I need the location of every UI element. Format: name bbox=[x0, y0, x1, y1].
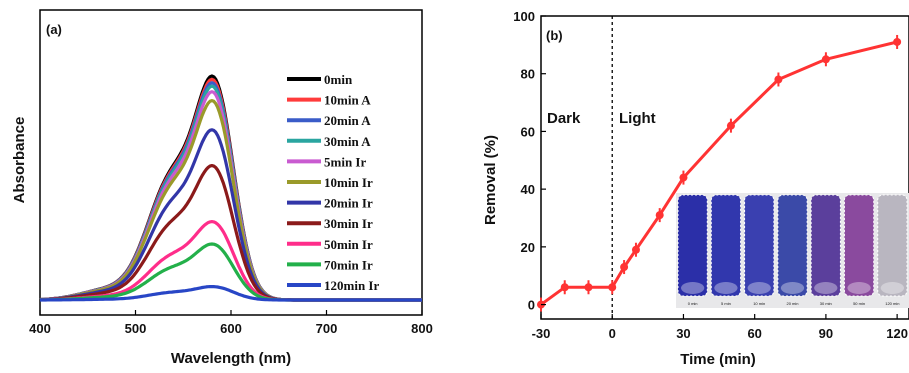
data-point-9 bbox=[774, 75, 783, 84]
x-tick-label-b-1: 0 bbox=[609, 326, 616, 341]
y-tick-label-b-0: 0 bbox=[528, 298, 535, 313]
legend-label-4: 5min Ir bbox=[324, 154, 366, 169]
legend-label-2: 20min A bbox=[324, 113, 371, 128]
y-tick-label-b-2: 40 bbox=[521, 182, 535, 197]
vial-label-4: 30 min bbox=[820, 301, 832, 306]
x-axis-label-b: Time (min) bbox=[680, 351, 756, 368]
data-point-2 bbox=[584, 283, 593, 292]
absorbance-series-group bbox=[39, 74, 422, 302]
vial-0 bbox=[677, 194, 708, 297]
y-tick-label-b-1: 20 bbox=[521, 240, 535, 255]
data-point-7 bbox=[679, 173, 688, 182]
vial-highlight-1 bbox=[714, 282, 738, 294]
dark-label: Dark bbox=[547, 110, 581, 127]
legend-label-10: 120min Ir bbox=[324, 278, 379, 293]
vial-label-6: 120 min bbox=[885, 301, 899, 306]
y-ticks-b: 0 20 40 60 80 100 bbox=[513, 9, 546, 313]
vial-5 bbox=[843, 194, 875, 297]
vial-highlight-6 bbox=[880, 282, 904, 294]
data-point-1 bbox=[560, 283, 569, 292]
vial-1 bbox=[710, 194, 742, 297]
x-axis-label-a: Wavelength (nm) bbox=[171, 350, 291, 367]
x-tick-label-b-4: 90 bbox=[819, 326, 833, 341]
x-tick-label-b-2: 30 bbox=[676, 326, 690, 341]
vial-6 bbox=[877, 194, 908, 297]
y-axis-label-b: Removal (%) bbox=[482, 135, 499, 225]
vial-label-3: 20 min bbox=[786, 301, 798, 306]
vial-label-0: 0 min bbox=[688, 301, 698, 306]
vial-highlight-3 bbox=[780, 282, 805, 294]
vial-photo-inset: 0 min 5 min 10 min 20 min 30 min 50 min 120 mi… bbox=[676, 193, 909, 308]
x-tick-label-a-1: 500 bbox=[125, 321, 147, 336]
removal-series-group bbox=[537, 34, 902, 312]
removal-chart: (b) Dark Light 0 min 5 min 10 min 20 min 30 … bbox=[482, 9, 909, 368]
data-point-10 bbox=[821, 55, 830, 64]
x-tick-label-b-0: -30 bbox=[532, 326, 551, 341]
panel-label-b: (b) bbox=[546, 28, 563, 43]
vial-label-2: 10 min bbox=[753, 301, 765, 306]
legend-label-8: 50min Ir bbox=[324, 237, 373, 252]
spectrum-line-10 bbox=[40, 285, 422, 302]
vial-highlight-4 bbox=[814, 282, 838, 294]
legend-label-0: 0min bbox=[324, 72, 353, 87]
x-ticks-a: 400 500 600 700 800 bbox=[29, 310, 433, 336]
x-tick-label-a-0: 400 bbox=[29, 321, 51, 336]
legend-label-3: 30min A bbox=[324, 134, 371, 149]
legend-label-6: 20min Ir bbox=[324, 196, 373, 211]
vial-label-5: 50 min bbox=[853, 301, 865, 306]
x-tick-label-a-2: 600 bbox=[220, 321, 242, 336]
data-point-3 bbox=[608, 283, 617, 292]
vial-highlight-2 bbox=[747, 282, 771, 294]
legend-label-9: 70min Ir bbox=[324, 257, 373, 272]
data-point-11 bbox=[893, 37, 902, 46]
x-tick-label-b-5: 120 bbox=[886, 326, 908, 341]
data-point-4 bbox=[620, 263, 629, 272]
vial-3 bbox=[777, 194, 808, 297]
vial-highlight-5 bbox=[847, 282, 871, 294]
panel-label-a: (a) bbox=[46, 22, 62, 37]
legend-label-5: 10min Ir bbox=[324, 175, 373, 190]
y-tick-label-b-5: 100 bbox=[513, 9, 535, 24]
legend-label-1: 10min A bbox=[324, 93, 371, 108]
x-tick-label-b-3: 60 bbox=[747, 326, 761, 341]
absorbance-chart: (a) 0min 10min A 20min A 30min A 5min Ir 10mi… bbox=[11, 9, 433, 367]
data-point-5 bbox=[631, 245, 640, 254]
x-tick-label-a-4: 800 bbox=[411, 321, 433, 336]
legend-label-7: 30min Ir bbox=[324, 216, 373, 231]
legend-a: 0min 10min A 20min A 30min A 5min Ir 10min Ir… bbox=[287, 72, 379, 293]
vial-2 bbox=[744, 194, 775, 297]
y-tick-label-b-3: 60 bbox=[521, 124, 535, 139]
vial-label-1: 5 min bbox=[721, 301, 731, 306]
y-tick-label-b-4: 80 bbox=[521, 67, 535, 82]
vial-highlight-0 bbox=[681, 282, 705, 294]
data-point-8 bbox=[726, 121, 735, 130]
x-tick-label-a-3: 700 bbox=[316, 321, 338, 336]
x-ticks-b: -30 0 30 60 90 120 bbox=[532, 314, 908, 341]
data-point-6 bbox=[655, 211, 664, 220]
vial-4 bbox=[810, 194, 841, 297]
light-label: Light bbox=[619, 110, 656, 127]
y-axis-label-a: Absorbance bbox=[11, 117, 28, 204]
